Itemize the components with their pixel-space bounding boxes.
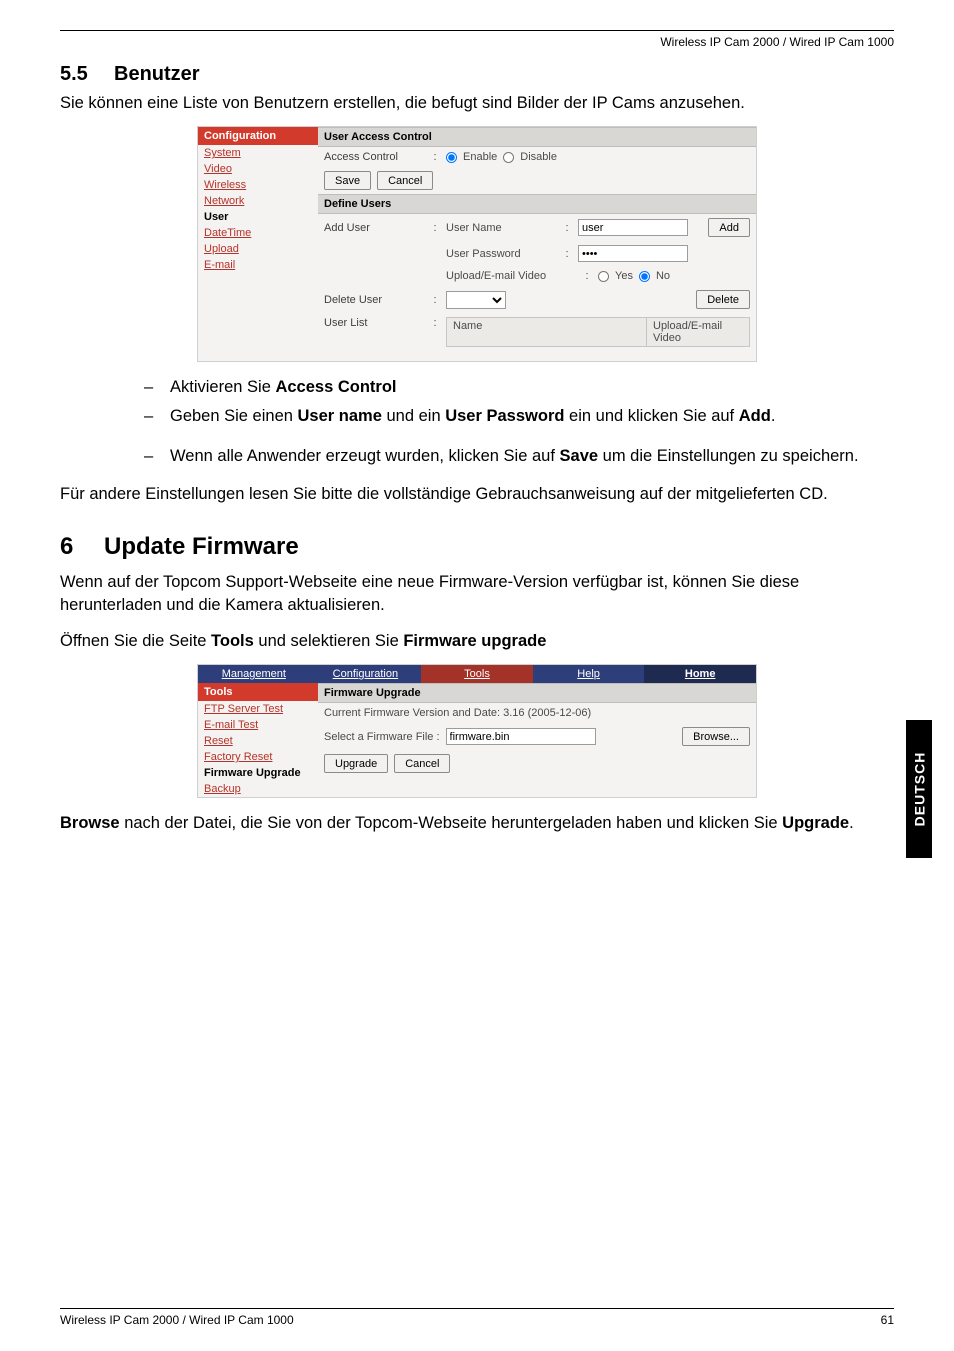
section-6-number: 6 xyxy=(60,533,104,561)
tab-configuration[interactable]: Configuration xyxy=(310,665,422,683)
colon: : xyxy=(430,222,440,234)
config-nav-header: Configuration xyxy=(198,127,318,145)
colon: : xyxy=(562,248,572,260)
access-control-label: Access Control xyxy=(324,151,424,163)
running-header: Wireless IP Cam 2000 / Wired IP Cam 1000 xyxy=(60,35,894,49)
upgrade-button[interactable]: Upgrade xyxy=(324,754,388,773)
nav-upload[interactable]: Upload xyxy=(198,241,318,257)
disable-label: Disable xyxy=(520,151,557,163)
firmware-upgrade-header: Firmware Upgrade xyxy=(318,683,756,703)
no-label: No xyxy=(656,270,670,282)
delete-button[interactable]: Delete xyxy=(696,290,750,309)
user-list-label: User List xyxy=(324,317,424,329)
user-name-input[interactable] xyxy=(578,219,688,236)
upload-yes-radio[interactable] xyxy=(598,271,609,282)
user-name-label: User Name xyxy=(446,222,556,234)
nav-ftp-test[interactable]: FTP Server Test xyxy=(198,701,318,717)
section-title: Benutzer xyxy=(114,63,200,85)
nav-network[interactable]: Network xyxy=(198,193,318,209)
nav-email[interactable]: E-mail xyxy=(198,257,318,273)
nav-reset[interactable]: Reset xyxy=(198,733,318,749)
section-6-heading: 6Update Firmware xyxy=(60,533,894,561)
section-5-5-intro: Sie können eine Liste von Benutzern erst… xyxy=(60,92,894,114)
footer-page-number: 61 xyxy=(881,1313,894,1327)
nav-factory-reset[interactable]: Factory Reset xyxy=(198,749,318,765)
access-control-enable-radio[interactable] xyxy=(446,152,457,163)
save-button[interactable]: Save xyxy=(324,171,371,190)
tab-tools[interactable]: Tools xyxy=(421,665,533,683)
add-user-label: Add User xyxy=(324,222,424,234)
upload-email-video-label: Upload/E-mail Video xyxy=(446,270,576,282)
cancel-button[interactable]: Cancel xyxy=(377,171,433,190)
tab-management[interactable]: Management xyxy=(198,665,310,683)
screenshot-user-config: Configuration System Video Wireless Netw… xyxy=(197,126,757,362)
language-side-tab: DEUTSCH xyxy=(906,720,932,858)
nav-backup[interactable]: Backup xyxy=(198,781,318,797)
current-firmware-text: Current Firmware Version and Date: 3.16 … xyxy=(324,707,591,719)
nav-video[interactable]: Video xyxy=(198,161,318,177)
nav-user[interactable]: User xyxy=(198,209,318,225)
section-number: 5.5 xyxy=(60,63,114,86)
tab-help[interactable]: Help xyxy=(533,665,645,683)
nav-datetime[interactable]: DateTime xyxy=(198,225,318,241)
user-password-input[interactable] xyxy=(578,245,688,262)
colon: : xyxy=(562,222,572,234)
cancel-button-2[interactable]: Cancel xyxy=(394,754,450,773)
section-5-5-heading: 5.5Benutzer xyxy=(60,63,894,86)
access-control-disable-radio[interactable] xyxy=(503,152,514,163)
delete-user-label: Delete User xyxy=(324,294,424,306)
section-6-p2: Öffnen Sie die Seite Tools und selektier… xyxy=(60,630,894,652)
section-5-5-outro: Für andere Einstellungen lesen Sie bitte… xyxy=(60,483,894,505)
firmware-file-input[interactable] xyxy=(446,728,596,745)
delete-user-select[interactable] xyxy=(446,291,506,309)
user-list-col-upload: Upload/E-mail Video xyxy=(647,318,749,346)
add-button[interactable]: Add xyxy=(708,218,750,237)
bullet-list-5-5: Aktivieren Sie Access Control Geben Sie … xyxy=(144,376,894,467)
nav-firmware-upgrade[interactable]: Firmware Upgrade xyxy=(198,765,318,781)
user-list-header: Name Upload/E-mail Video xyxy=(446,317,750,347)
colon: : xyxy=(430,317,440,329)
bullet-1: Aktivieren Sie Access Control xyxy=(144,376,894,398)
tab-home[interactable]: Home xyxy=(644,665,756,683)
footer-left: Wireless IP Cam 2000 / Wired IP Cam 1000 xyxy=(60,1313,294,1327)
bullet-3: Wenn alle Anwender erzeugt wurden, klick… xyxy=(144,445,894,467)
define-users-header: Define Users xyxy=(318,194,756,214)
tools-nav-header: Tools xyxy=(198,683,318,701)
nav-wireless[interactable]: Wireless xyxy=(198,177,318,193)
upload-no-radio[interactable] xyxy=(639,271,650,282)
nav-email-test[interactable]: E-mail Test xyxy=(198,717,318,733)
colon: : xyxy=(430,294,440,306)
yes-label: Yes xyxy=(615,270,633,282)
user-list-col-name: Name xyxy=(447,318,647,346)
browse-button[interactable]: Browse... xyxy=(682,727,750,746)
section-6-title: Update Firmware xyxy=(104,533,299,560)
nav-system[interactable]: System xyxy=(198,145,318,161)
select-firmware-label: Select a Firmware File : xyxy=(324,731,440,743)
colon: : xyxy=(430,151,440,163)
screenshot-firmware-upgrade: Management Configuration Tools Help Home… xyxy=(197,664,757,798)
colon: : xyxy=(582,270,592,282)
bullet-2: Geben Sie einen User name und ein User P… xyxy=(144,405,894,427)
enable-label: Enable xyxy=(463,151,497,163)
user-password-label: User Password xyxy=(446,248,556,260)
section-6-p1: Wenn auf der Topcom Support-Webseite ein… xyxy=(60,571,894,616)
user-access-control-header: User Access Control xyxy=(318,127,756,147)
section-6-p3: Browse nach der Datei, die Sie von der T… xyxy=(60,812,894,834)
